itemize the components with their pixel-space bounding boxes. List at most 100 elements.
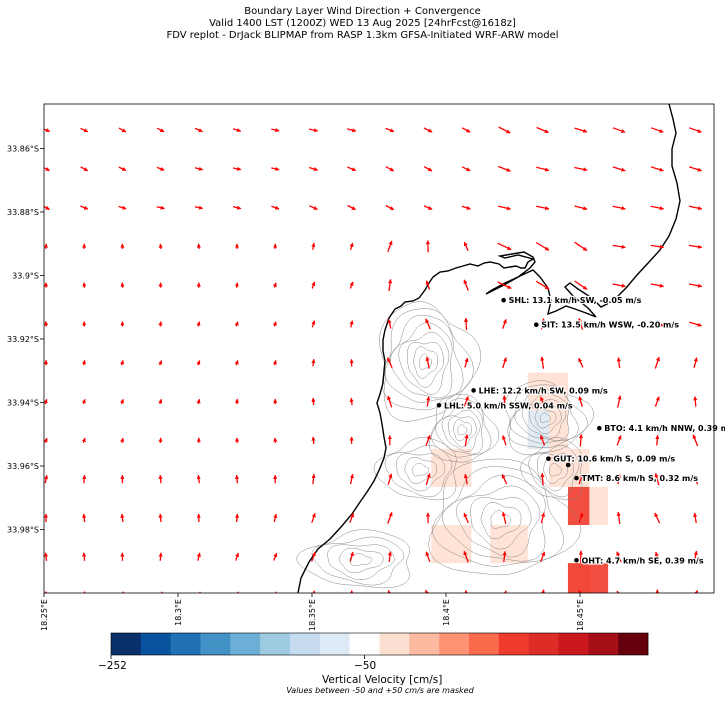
- wind-arrow: [650, 127, 664, 133]
- wind-arrow: [616, 551, 622, 563]
- colorbar: [110, 632, 649, 659]
- terrain-contour: [428, 458, 582, 576]
- wind-arrow: [272, 282, 277, 288]
- wind-arrow: [232, 205, 242, 210]
- wind-arrow: [387, 589, 392, 593]
- wind-arrow: [119, 398, 124, 405]
- wind-arrow: [388, 278, 393, 292]
- wind-arrow: [540, 318, 545, 330]
- plot-frame: [43, 103, 715, 594]
- wind-arrow: [308, 128, 319, 133]
- wind-arrow: [158, 398, 163, 405]
- terrain-contour: [480, 502, 522, 540]
- station-label: LHE: 12.2 km/h SW, 0.09 m/s: [479, 386, 608, 395]
- terrain-contour: [514, 393, 570, 441]
- wind-arrow: [196, 474, 201, 484]
- wind-arrow: [82, 474, 87, 484]
- station-label: SHL: 13.1 km/h SW, -0.05 m/s: [509, 296, 642, 305]
- terrain-contour: [528, 445, 580, 498]
- wind-arrow: [425, 280, 431, 290]
- convergence-cell: [527, 372, 568, 411]
- wind-arrow: [311, 281, 316, 289]
- colorbar-swatch: [469, 633, 500, 655]
- wind-arrow: [347, 204, 356, 211]
- wind-arrow: [158, 321, 163, 327]
- wind-arrow: [44, 128, 51, 133]
- wind-arrow: [234, 321, 239, 327]
- wind-arrow: [386, 357, 393, 369]
- x-tick-label: 18.35°E: [308, 599, 317, 631]
- wind-arrow: [650, 244, 665, 249]
- colorbar-label: Vertical Velocity [cm/s]: [322, 674, 443, 686]
- wind-arrow: [693, 357, 698, 369]
- wind-arrow: [387, 473, 393, 485]
- wind-arrow: [120, 437, 125, 443]
- wind-arrow: [463, 241, 469, 251]
- terrain-contour: [549, 462, 562, 477]
- wind-arrow: [540, 512, 545, 524]
- terrain-contour: [413, 346, 438, 379]
- wind-arrow: [616, 511, 621, 524]
- wind-arrow: [118, 127, 127, 133]
- colorbar-swatch: [439, 633, 470, 655]
- wind-arrow: [387, 318, 392, 329]
- wind-arrow: [385, 127, 395, 133]
- colorbar-swatch: [409, 633, 440, 655]
- wind-arrow: [349, 242, 354, 250]
- wind-arrow: [692, 434, 699, 447]
- y-tick-label: 33.98°S: [7, 525, 39, 534]
- colorbar-swatch: [111, 633, 142, 655]
- wind-arrow: [387, 512, 393, 524]
- wind-arrow: [118, 205, 127, 210]
- wind-arrow: [311, 358, 316, 367]
- wind-arrow: [650, 283, 665, 288]
- convergence-cell: [589, 486, 609, 526]
- terrain-contour: [384, 445, 453, 498]
- colorbar-swatch: [618, 633, 649, 655]
- terrain-contour: [470, 497, 532, 550]
- wind-arrow: [497, 281, 512, 289]
- wind-arrow: [271, 166, 280, 171]
- wind-arrow: [689, 321, 702, 327]
- wind-arrow: [461, 166, 471, 172]
- wind-arrow: [654, 356, 660, 369]
- wind-arrow: [234, 474, 240, 484]
- wind-arrow: [158, 437, 163, 443]
- wind-arrow: [120, 282, 125, 288]
- wind-arrow: [578, 473, 584, 485]
- wind-arrow: [273, 437, 278, 443]
- wind-arrow: [688, 205, 703, 211]
- terrain-contour: [384, 314, 464, 403]
- wind-arrow: [233, 128, 242, 133]
- wind-arrow: [272, 321, 277, 327]
- station-label: GUT: 10.6 km/h S, 0.09 m/s: [553, 455, 675, 464]
- wind-arrow: [156, 166, 165, 171]
- station-dot: [534, 322, 539, 328]
- wind-arrow: [463, 279, 469, 291]
- wind-arrow: [44, 243, 48, 250]
- wind-arrow: [540, 551, 546, 562]
- wind-arrow: [502, 551, 507, 563]
- wind-arrow: [311, 436, 316, 444]
- station-dot: [574, 475, 579, 481]
- wind-arrow: [349, 512, 355, 523]
- station-dot: [546, 456, 551, 462]
- wind-arrow: [385, 166, 395, 172]
- station-dot: [597, 425, 602, 431]
- wind-arrow: [311, 320, 316, 328]
- wind-arrow: [574, 241, 588, 252]
- wind-arrow: [501, 511, 507, 524]
- colorbar-swatch: [260, 633, 291, 655]
- wind-arrow: [423, 127, 433, 133]
- wind-arrow: [82, 513, 87, 523]
- wind-arrow: [540, 356, 545, 369]
- x-tick-label: 18.4°E: [442, 599, 451, 626]
- wind-arrow: [498, 165, 511, 172]
- colorbar-frame: [110, 632, 649, 656]
- y-tick-label: 33.96°S: [7, 462, 39, 471]
- wind-arrow: [273, 552, 278, 561]
- station-label: BTO: 4.1 km/h NNW, 0.39 m/s: [604, 424, 725, 433]
- wind-arrow: [349, 281, 354, 289]
- wind-arrow: [309, 205, 318, 211]
- wind-arrow: [44, 398, 48, 405]
